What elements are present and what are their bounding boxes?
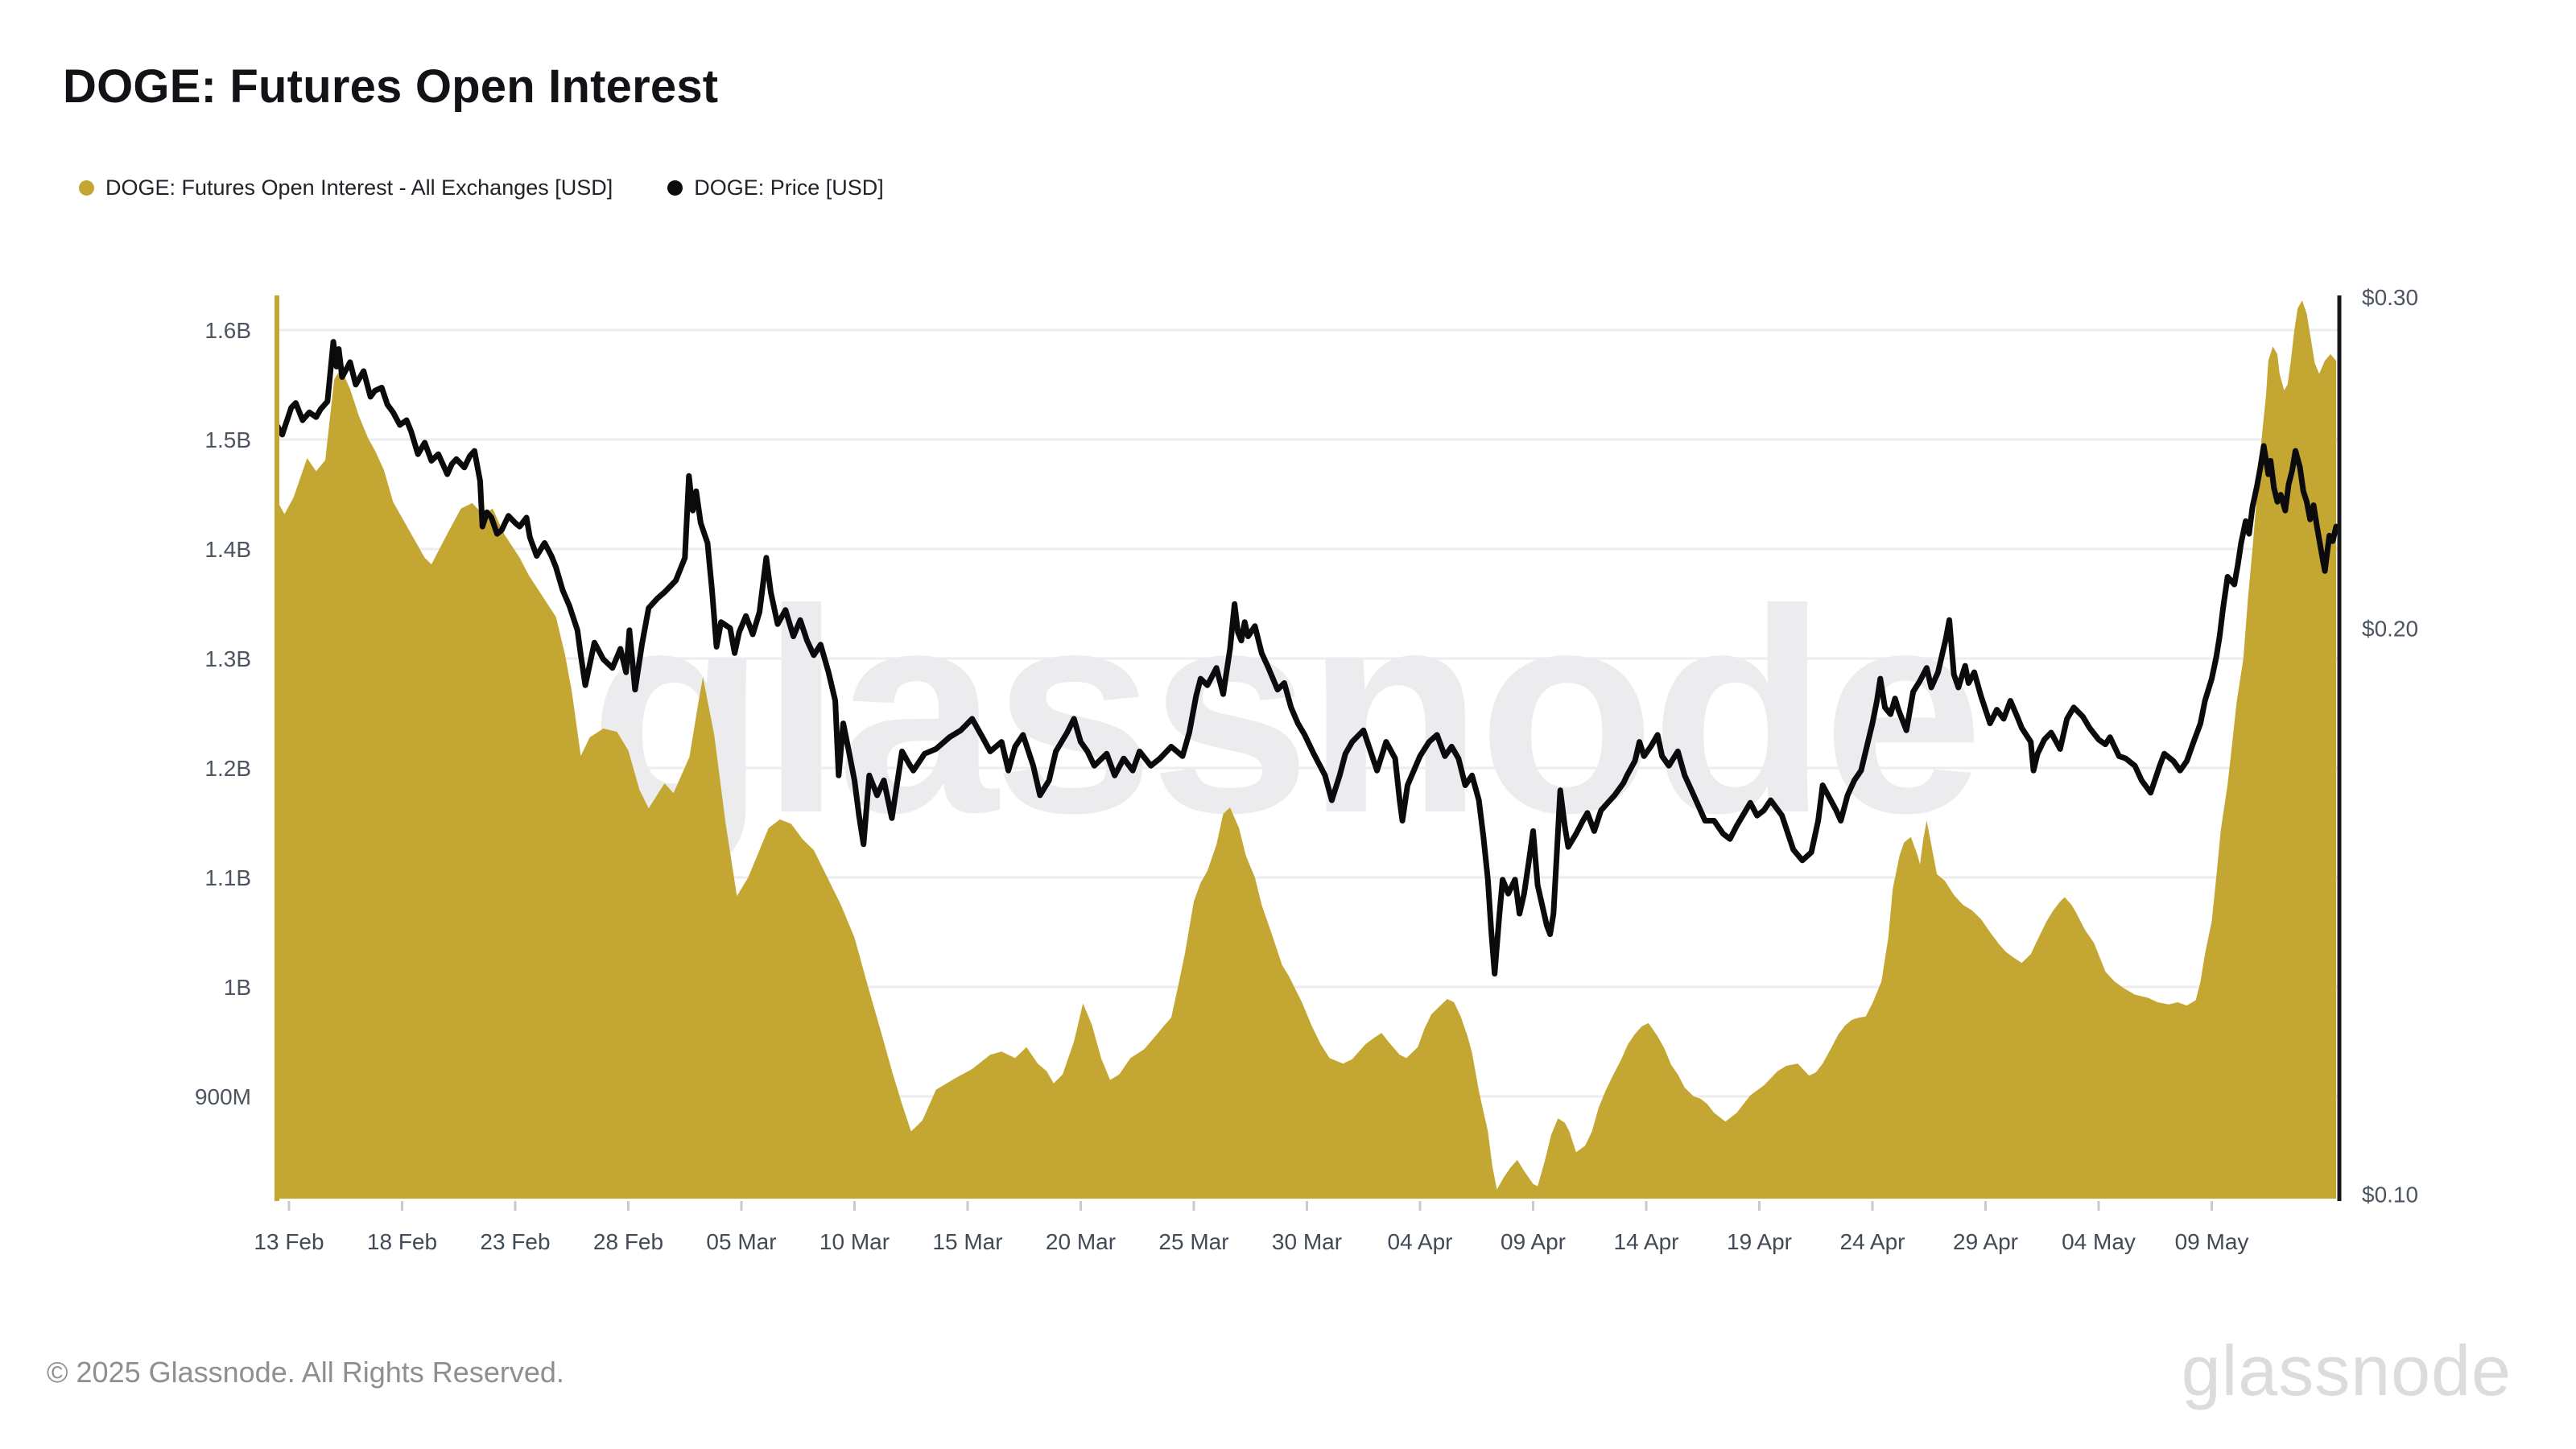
open-interest-dot-icon: [79, 180, 94, 196]
right-axis-tick-label: $0.10: [2362, 1183, 2418, 1208]
x-axis-tick-label: 23 Feb: [480, 1229, 550, 1254]
x-axis-tick-label: 28 Feb: [593, 1229, 663, 1254]
x-axis-tick-label: 05 Mar: [706, 1229, 776, 1254]
legend: DOGE: Futures Open Interest - All Exchan…: [79, 175, 884, 200]
legend-item-price[interactable]: DOGE: Price [USD]: [667, 175, 884, 200]
x-axis-tick-label: 30 Mar: [1272, 1229, 1342, 1254]
price-line-series[interactable]: [275, 339, 2339, 977]
x-axis-tick-label: 09 May: [2175, 1229, 2249, 1254]
left-axis-tick-label: 1.1B: [204, 865, 251, 890]
x-axis-tick-label: 09 Apr: [1501, 1229, 1566, 1254]
left-axis-tick-label: 1.2B: [204, 756, 251, 781]
x-axis-tick-label: 13 Feb: [254, 1229, 324, 1254]
left-axis-tick-label: 1B: [224, 975, 251, 1000]
left-axis-tick-label: 900M: [195, 1084, 251, 1109]
x-axis-ticks: 13 Feb 18 Feb 23 Feb 28 Feb 05 Mar 10 Mar 15 M…: [254, 1201, 2248, 1254]
right-axis-labels: $0.30 $0.20 $0.10: [2362, 285, 2418, 1208]
left-axis-tick-label: 1.3B: [204, 646, 251, 671]
x-axis-tick-label: 14 Apr: [1614, 1229, 1679, 1254]
x-axis-tick-label: 04 Apr: [1388, 1229, 1453, 1254]
right-axis-tick-label: $0.30: [2362, 285, 2418, 310]
left-axis-tick-label: 1.5B: [204, 427, 251, 452]
legend-item-open-interest[interactable]: DOGE: Futures Open Interest - All Exchan…: [79, 175, 613, 200]
glassnode-watermark: glassnode: [589, 550, 1979, 875]
x-axis-tick-label: 10 Mar: [819, 1229, 890, 1254]
page-title: DOGE: Futures Open Interest: [63, 60, 719, 113]
glassnode-logo: glassnode: [2181, 1331, 2512, 1410]
left-axis-labels: 1.6B 1.5B 1.4B 1.3B 1.2B 1.1B 1B 900M: [195, 318, 251, 1109]
footer-copyright: © 2025 Glassnode. All Rights Reserved.: [47, 1356, 564, 1389]
x-axis-tick-label: 04 May: [2062, 1229, 2136, 1254]
open-interest-area-series[interactable]: [277, 300, 2337, 1199]
x-axis-tick-label: 25 Mar: [1158, 1229, 1228, 1254]
legend-item-label: DOGE: Price [USD]: [694, 175, 884, 200]
x-axis-tick-label: 15 Mar: [932, 1229, 1002, 1254]
left-axis-tick-label: 1.6B: [204, 318, 251, 343]
x-axis-tick-label: 24 Apr: [1840, 1229, 1905, 1254]
x-axis-tick-label: 20 Mar: [1046, 1229, 1116, 1254]
legend-item-label: DOGE: Futures Open Interest - All Exchan…: [105, 175, 613, 200]
x-axis-tick-label: 18 Feb: [367, 1229, 437, 1254]
x-axis-tick-label: 29 Apr: [1953, 1229, 2018, 1254]
x-axis-tick-label: 19 Apr: [1727, 1229, 1792, 1254]
right-axis-tick-label: $0.20: [2362, 616, 2418, 641]
left-axis-tick-label: 1.4B: [204, 537, 251, 562]
price-dot-icon: [667, 180, 683, 196]
